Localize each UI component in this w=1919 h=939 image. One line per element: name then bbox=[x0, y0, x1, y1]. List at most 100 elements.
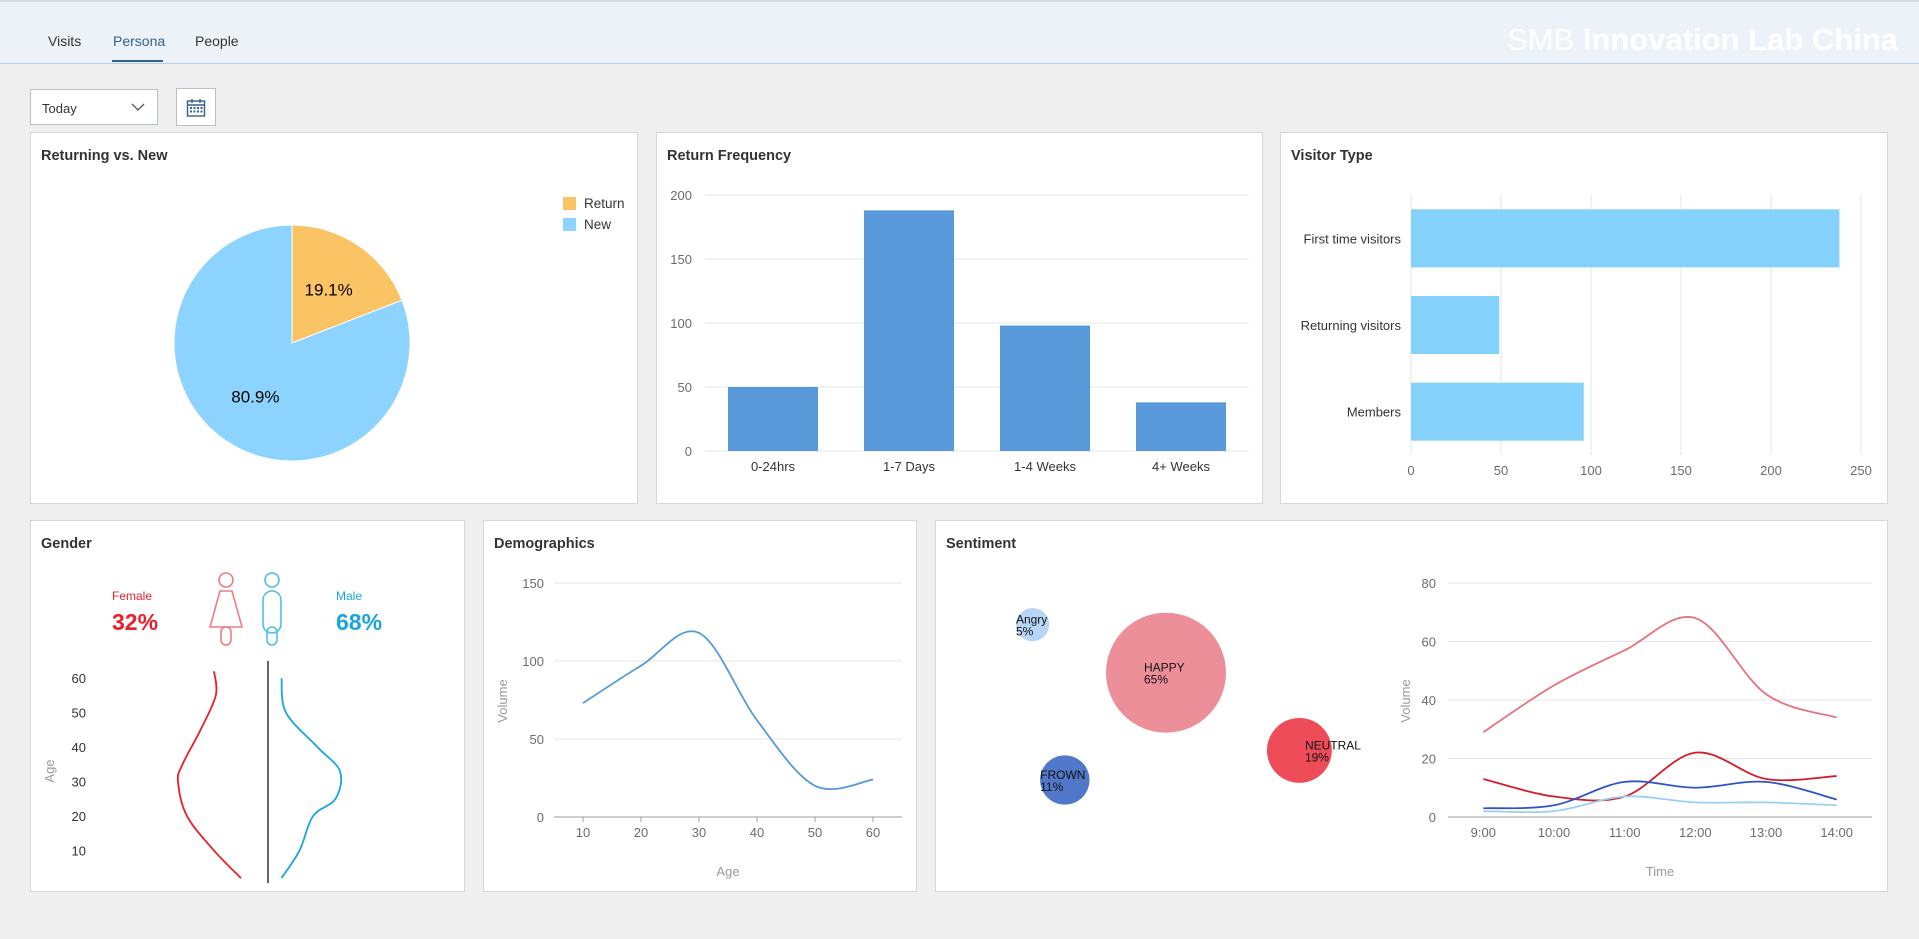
legend-swatch-return bbox=[563, 197, 576, 210]
card-title: Sentiment bbox=[946, 536, 1017, 552]
card-title: Demographics bbox=[494, 536, 595, 552]
bar-1-4 Weeks bbox=[1000, 325, 1090, 451]
y-tick-label: 60 bbox=[1422, 635, 1436, 650]
x-tick-label: 1-4 Weeks bbox=[1014, 459, 1076, 474]
returning-vs-new-chart: 19.1% Return 80.9% New bbox=[173, 196, 625, 462]
calendar-button[interactable] bbox=[176, 88, 216, 126]
bar-1-7 Days bbox=[864, 210, 954, 451]
x-tick-label: 1-7 Days bbox=[883, 459, 936, 474]
x-tick-label: 13:00 bbox=[1750, 825, 1783, 840]
x-tick-label: 50 bbox=[1494, 463, 1508, 478]
female-label: Female bbox=[112, 589, 153, 603]
card-title: Visitor Type bbox=[1291, 148, 1373, 164]
bubble-neutral bbox=[1266, 717, 1332, 783]
pie-slice-label: 80.9% bbox=[231, 388, 279, 407]
bar-4+ Weeks bbox=[1136, 402, 1226, 451]
bubble-label: HAPPY bbox=[1144, 661, 1185, 675]
demographics-chart: 0 50 100 150 10 20 30 40 50 60 Age Volume bbox=[495, 576, 902, 879]
card-demographics: Demographics 0 50 100 150 10 20 30 40 50 60 Age Vol… bbox=[483, 520, 917, 892]
bar-members bbox=[1411, 382, 1584, 441]
window-top-border bbox=[0, 0, 1919, 2]
x-tick-label: 12:00 bbox=[1679, 825, 1712, 840]
x-tick-label: 20 bbox=[634, 825, 648, 840]
male-label: Male bbox=[336, 589, 363, 603]
brand-title: SMB Innovation Lab China bbox=[1507, 22, 1898, 58]
bubble-label: NEUTRAL bbox=[1305, 738, 1361, 752]
demographics-line bbox=[582, 630, 874, 791]
x-tick-label: 40 bbox=[750, 825, 764, 840]
x-tick-label: 10 bbox=[576, 825, 590, 840]
x-tick-label: 50 bbox=[808, 825, 822, 840]
sentiment-series-line-0 bbox=[1482, 616, 1837, 733]
x-tick-label: 4+ Weeks bbox=[1152, 459, 1210, 474]
bar-0-24hrs bbox=[728, 387, 818, 451]
bubble-percent: 19% bbox=[1305, 750, 1329, 764]
x-tick-label: 0 bbox=[1407, 463, 1414, 478]
y-tick-label: 10 bbox=[72, 844, 86, 859]
card-return-frequency: Return Frequency 0 50 100 150 200 0-24hrs 1-7 … bbox=[656, 132, 1263, 504]
bubble-label: FROWN bbox=[1040, 768, 1085, 782]
x-tick-label: 250 bbox=[1850, 463, 1872, 478]
x-axis-title: Time bbox=[1646, 864, 1674, 879]
gender-age-chart: 10 20 30 40 50 60 Age bbox=[42, 661, 343, 883]
brand-bold: Innovation Lab China bbox=[1582, 22, 1898, 57]
series-line-female bbox=[176, 671, 242, 879]
pie-slice-return bbox=[291, 224, 403, 344]
y-tick-label: 150 bbox=[522, 576, 544, 591]
y-axis-title: Age bbox=[42, 759, 57, 782]
bar-first-time-visitors bbox=[1411, 209, 1840, 268]
card-title: Gender bbox=[41, 536, 92, 552]
bar-returning-visitors bbox=[1411, 296, 1500, 354]
return-frequency-chart: 0 50 100 150 200 0-24hrs 1-7 Days 1-4 Weeks 4+ W… bbox=[670, 188, 1249, 474]
female-person-icon bbox=[208, 572, 244, 646]
y-tick-label: 20 bbox=[1422, 752, 1436, 767]
y-tick-label: 20 bbox=[72, 809, 86, 824]
y-tick-label: 40 bbox=[72, 740, 86, 755]
male-person-icon bbox=[262, 572, 282, 646]
y-tick-label: 100 bbox=[670, 316, 692, 331]
app-header: Visits Persona People SMB Innovation Lab… bbox=[0, 2, 1919, 64]
y-tick-label: 50 bbox=[678, 380, 692, 395]
y-tick-label: 50 bbox=[72, 706, 86, 721]
card-title: Return Frequency bbox=[667, 148, 792, 164]
legend-label-return: Return bbox=[584, 196, 625, 211]
active-tab-indicator bbox=[112, 60, 163, 62]
x-tick-label: 150 bbox=[1670, 463, 1692, 478]
y-tick-label: 0 bbox=[1429, 810, 1436, 825]
tab-persona[interactable]: Persona bbox=[113, 33, 166, 49]
y-tick-label: 50 bbox=[530, 732, 544, 747]
bubble-frown bbox=[1040, 755, 1090, 805]
y-tick-label: 40 bbox=[1422, 693, 1436, 708]
tab-visits[interactable]: Visits bbox=[48, 33, 82, 49]
y-tick-label: 30 bbox=[72, 775, 86, 790]
x-axis-title: Age bbox=[716, 864, 739, 879]
card-title: Returning vs. New bbox=[41, 148, 168, 164]
y-axis-title: Volume bbox=[495, 679, 510, 722]
series-line-male bbox=[280, 678, 343, 879]
x-tick-label: 100 bbox=[1580, 463, 1602, 478]
sentiment-series-line-1 bbox=[1483, 751, 1837, 802]
bubble-angry bbox=[1015, 607, 1050, 642]
bubble-percent: 11% bbox=[1040, 780, 1063, 794]
period-select[interactable]: Today bbox=[30, 89, 158, 125]
y-tick-label: Members bbox=[1347, 405, 1402, 420]
male-percent: 68% bbox=[336, 609, 383, 635]
chevron-down-icon bbox=[131, 103, 145, 111]
y-tick-label: 0 bbox=[685, 444, 692, 459]
sentiment-series-line-2 bbox=[1483, 780, 1837, 810]
y-tick-label: First time visitors bbox=[1304, 231, 1402, 246]
x-tick-label: 200 bbox=[1760, 463, 1782, 478]
y-tick-label: 60 bbox=[72, 671, 86, 686]
calendar-icon bbox=[186, 99, 206, 117]
x-tick-label: 9:00 bbox=[1471, 825, 1496, 840]
tab-people[interactable]: People bbox=[195, 33, 239, 49]
card-returning-vs-new: Returning vs. New 19.1% Return 80.9% New bbox=[30, 132, 638, 504]
y-tick-label: 100 bbox=[522, 654, 544, 669]
card-visitor-type: Visitor Type 0 50 100 150 200 250 First time v… bbox=[1280, 132, 1888, 504]
bubble-percent: 5% bbox=[1016, 625, 1034, 639]
y-tick-label: 200 bbox=[670, 188, 692, 203]
legend-swatch-new bbox=[563, 218, 576, 231]
x-tick-label: 10:00 bbox=[1538, 825, 1571, 840]
y-tick-label: 80 bbox=[1422, 576, 1436, 591]
